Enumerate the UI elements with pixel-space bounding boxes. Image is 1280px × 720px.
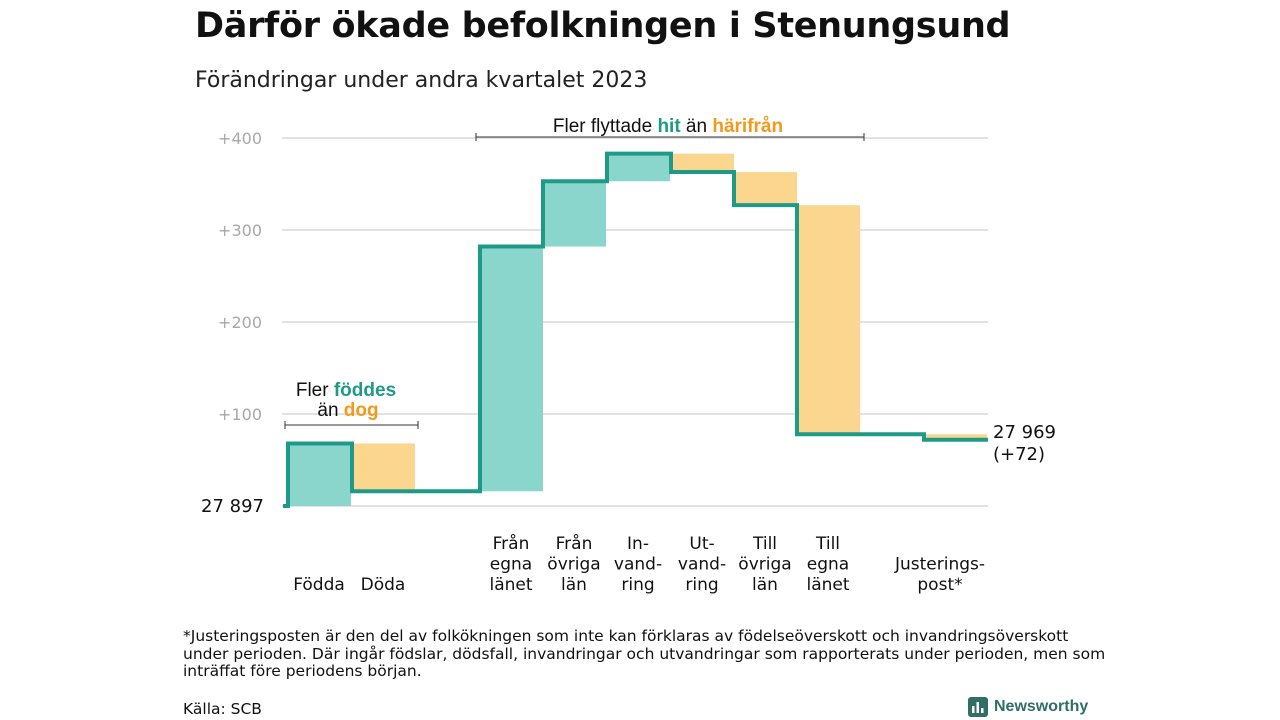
chart-title: Därför ökade befolkningen i Stenungsund — [195, 6, 1011, 46]
x-tick-label: länet — [489, 575, 532, 595]
x-tick-label: övriga — [547, 555, 600, 575]
waterfall-step-line — [283, 151, 988, 508]
waterfall-bar — [288, 443, 351, 506]
waterfall-bar — [480, 246, 543, 492]
annotation-births-line2: än dog — [317, 400, 378, 421]
x-tick-label: ring — [621, 575, 654, 595]
x-tick-label: Födda — [293, 575, 345, 595]
end-change-label: (+72) — [993, 444, 1045, 465]
waterfall-bar — [734, 172, 797, 206]
x-tick-label: länet — [806, 575, 849, 595]
waterfall-bar — [671, 153, 734, 173]
x-tick-label: vand- — [614, 555, 662, 575]
x-tick-label: Till — [815, 534, 840, 554]
annotation-births-orange: dog — [344, 400, 379, 421]
y-tick-label: +400 — [218, 129, 262, 148]
x-tick-label: post* — [917, 575, 962, 595]
brand-logo: Newsworthy — [968, 697, 1088, 717]
start-value-label: 27 897 — [201, 496, 264, 517]
end-value-label: 27 969 — [993, 422, 1056, 443]
x-tick-label: Döda — [361, 575, 406, 595]
x-tick-label: egna — [490, 555, 532, 575]
annotation-migration-middle: än — [681, 116, 713, 137]
annotation-migration: Fler flyttade hit än härifrån — [553, 116, 783, 137]
x-tick-label: län — [752, 575, 778, 595]
waterfall-bar — [543, 181, 606, 247]
x-tick-label: ring — [685, 575, 718, 595]
annotation-migration-orange: härifrån — [712, 116, 783, 137]
x-tick-label: Till — [752, 534, 777, 554]
y-tick-label: +100 — [218, 405, 262, 424]
brand-name: Newsworthy — [994, 698, 1089, 715]
x-tick-label: Ut- — [689, 534, 714, 554]
chart-subtitle: Förändringar under andra kvartalet 2023 — [195, 68, 648, 93]
source-label: Källa: SCB — [183, 700, 262, 718]
x-tick-label: län — [561, 575, 587, 595]
waterfall-bar — [607, 153, 670, 182]
y-tick-label: +200 — [218, 313, 262, 332]
newsworthy-logo-icon — [968, 697, 988, 717]
x-tick-label: vand- — [678, 555, 726, 575]
x-tick-label: övriga — [738, 555, 791, 575]
annotation-births-line1: Fler föddes — [296, 380, 396, 401]
waterfall-bar — [924, 434, 987, 440]
x-tick-label: In- — [627, 534, 649, 554]
waterfall-bar — [797, 205, 860, 435]
x-tick-label: egna — [807, 555, 849, 575]
x-tick-label: Justerings- — [894, 555, 985, 575]
x-tick-label: Från — [493, 533, 530, 554]
footnote: *Justeringsposten är den del av folkökni… — [183, 627, 1106, 680]
annotation-births-green: föddes — [334, 380, 396, 401]
y-tick-label: +300 — [218, 221, 262, 240]
waterfall-bar — [352, 443, 415, 492]
annotation-migration-green: hit — [657, 116, 681, 137]
x-tick-label: Från — [556, 533, 593, 554]
